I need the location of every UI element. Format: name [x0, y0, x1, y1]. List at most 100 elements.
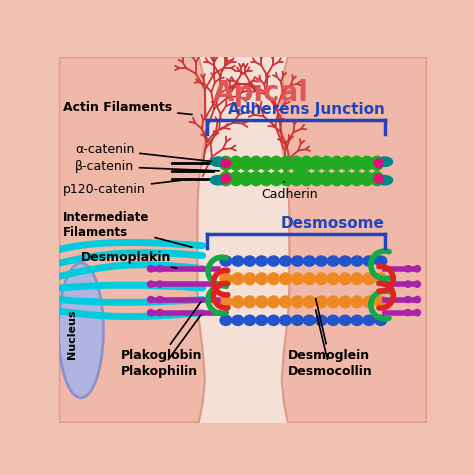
Text: Desmoplakin: Desmoplakin	[81, 251, 177, 268]
Ellipse shape	[315, 295, 328, 308]
Ellipse shape	[231, 295, 245, 308]
Ellipse shape	[219, 314, 232, 326]
Ellipse shape	[210, 175, 227, 186]
Ellipse shape	[291, 272, 304, 285]
Ellipse shape	[370, 155, 384, 171]
Ellipse shape	[315, 314, 328, 326]
Ellipse shape	[279, 272, 292, 285]
Ellipse shape	[350, 272, 364, 285]
Ellipse shape	[300, 171, 313, 186]
Text: p120-catenin: p120-catenin	[63, 179, 192, 196]
Text: α-catenin: α-catenin	[75, 143, 211, 162]
Ellipse shape	[362, 295, 375, 308]
Ellipse shape	[300, 155, 313, 171]
Ellipse shape	[269, 171, 283, 186]
Ellipse shape	[413, 309, 421, 316]
Ellipse shape	[327, 295, 340, 308]
Ellipse shape	[243, 295, 256, 308]
Ellipse shape	[279, 171, 293, 186]
Ellipse shape	[374, 295, 387, 308]
Ellipse shape	[338, 272, 352, 285]
Ellipse shape	[303, 255, 316, 267]
Ellipse shape	[291, 255, 304, 267]
Ellipse shape	[147, 280, 155, 288]
Ellipse shape	[338, 255, 352, 267]
Ellipse shape	[156, 309, 164, 316]
Ellipse shape	[210, 156, 227, 167]
Ellipse shape	[156, 280, 164, 288]
Ellipse shape	[350, 295, 364, 308]
Ellipse shape	[219, 295, 232, 308]
Text: Desmoglein: Desmoglein	[288, 298, 370, 362]
Ellipse shape	[255, 295, 268, 308]
Ellipse shape	[267, 295, 280, 308]
Ellipse shape	[340, 171, 354, 186]
Ellipse shape	[279, 314, 292, 326]
Ellipse shape	[350, 314, 364, 326]
Ellipse shape	[243, 255, 256, 267]
Text: Desmosome: Desmosome	[281, 216, 385, 231]
Ellipse shape	[279, 295, 292, 308]
Ellipse shape	[267, 272, 280, 285]
Ellipse shape	[279, 155, 293, 171]
Ellipse shape	[147, 265, 155, 273]
Ellipse shape	[303, 295, 316, 308]
Ellipse shape	[413, 296, 421, 304]
Ellipse shape	[255, 272, 268, 285]
Ellipse shape	[220, 158, 231, 168]
Text: Cadherin: Cadherin	[261, 182, 318, 200]
Ellipse shape	[376, 175, 393, 186]
Ellipse shape	[239, 171, 253, 186]
Ellipse shape	[404, 265, 412, 273]
Ellipse shape	[373, 158, 384, 168]
Ellipse shape	[259, 171, 273, 186]
Text: β-catenin: β-catenin	[75, 160, 219, 173]
Ellipse shape	[310, 155, 324, 171]
Ellipse shape	[404, 280, 412, 288]
Ellipse shape	[360, 171, 374, 186]
Ellipse shape	[249, 171, 263, 186]
Ellipse shape	[147, 309, 155, 316]
Ellipse shape	[338, 295, 352, 308]
Text: Plakophilin: Plakophilin	[121, 315, 201, 378]
Ellipse shape	[229, 171, 243, 186]
Ellipse shape	[310, 171, 324, 186]
Bar	[199, 57, 288, 423]
Ellipse shape	[374, 314, 387, 326]
Ellipse shape	[267, 314, 280, 326]
Ellipse shape	[330, 171, 344, 186]
Ellipse shape	[362, 255, 375, 267]
Ellipse shape	[376, 156, 393, 167]
Ellipse shape	[255, 255, 268, 267]
Ellipse shape	[362, 314, 375, 326]
Ellipse shape	[413, 280, 421, 288]
Ellipse shape	[249, 155, 263, 171]
Ellipse shape	[156, 296, 164, 304]
Ellipse shape	[290, 155, 303, 171]
Ellipse shape	[220, 174, 231, 184]
Ellipse shape	[338, 314, 352, 326]
Ellipse shape	[231, 272, 245, 285]
Ellipse shape	[413, 265, 421, 273]
Ellipse shape	[315, 272, 328, 285]
Ellipse shape	[350, 155, 364, 171]
Ellipse shape	[350, 171, 364, 186]
Ellipse shape	[219, 255, 232, 267]
Ellipse shape	[58, 263, 103, 398]
Text: Nucleus: Nucleus	[67, 309, 77, 359]
Text: Intermediate
Filaments: Intermediate Filaments	[63, 211, 192, 247]
Ellipse shape	[327, 272, 340, 285]
Ellipse shape	[219, 155, 233, 171]
Text: Adherens Junction: Adherens Junction	[228, 102, 385, 117]
Text: Actin Filaments: Actin Filaments	[63, 101, 192, 114]
Ellipse shape	[255, 314, 268, 326]
Ellipse shape	[303, 314, 316, 326]
PathPatch shape	[280, 57, 427, 423]
Ellipse shape	[293, 160, 306, 182]
Ellipse shape	[229, 155, 243, 171]
Ellipse shape	[267, 255, 280, 267]
Ellipse shape	[319, 171, 334, 186]
PathPatch shape	[59, 57, 207, 423]
Ellipse shape	[243, 314, 256, 326]
Ellipse shape	[219, 272, 232, 285]
